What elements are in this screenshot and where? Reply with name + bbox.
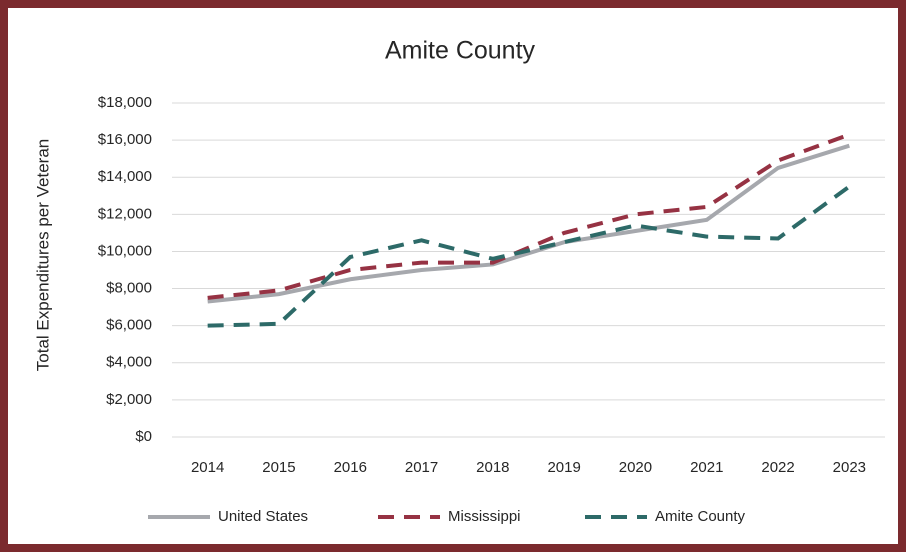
y-tick-label: $14,000 (98, 168, 152, 185)
chart-title: Amite County (385, 37, 536, 65)
line-series (207, 143, 850, 304)
y-tick-label: $18,000 (98, 94, 152, 111)
y-tick-label: $0 (135, 428, 152, 445)
legend-label: Mississippi (448, 508, 521, 525)
x-tick-label: 2021 (690, 459, 723, 476)
x-tick-label: 2014 (191, 459, 224, 476)
x-tick-label: 2016 (334, 459, 367, 476)
y-tick-label: $2,000 (106, 391, 152, 408)
legend-label: Amite County (655, 508, 746, 525)
x-tick-label: 2020 (619, 459, 652, 476)
y-tick-label: $8,000 (106, 280, 152, 297)
y-tick-label: $4,000 (106, 354, 152, 371)
x-tick-label: 2017 (405, 459, 438, 476)
y-axis-label: Total Expenditures per Veteran (33, 139, 52, 371)
x-tick-label: 2015 (262, 459, 295, 476)
y-tick-label: $6,000 (106, 317, 152, 334)
line-series (207, 132, 851, 300)
y-tick-label: $16,000 (98, 131, 152, 148)
x-tick-label: 2018 (476, 459, 509, 476)
y-tick-label: $12,000 (98, 205, 152, 222)
x-tick-label: 2019 (547, 459, 580, 476)
legend-label: United States (218, 508, 308, 525)
x-tick-label: 2022 (761, 459, 794, 476)
x-tick-label: 2023 (833, 459, 866, 476)
y-tick-label: $10,000 (98, 242, 152, 259)
line-series (207, 184, 851, 328)
